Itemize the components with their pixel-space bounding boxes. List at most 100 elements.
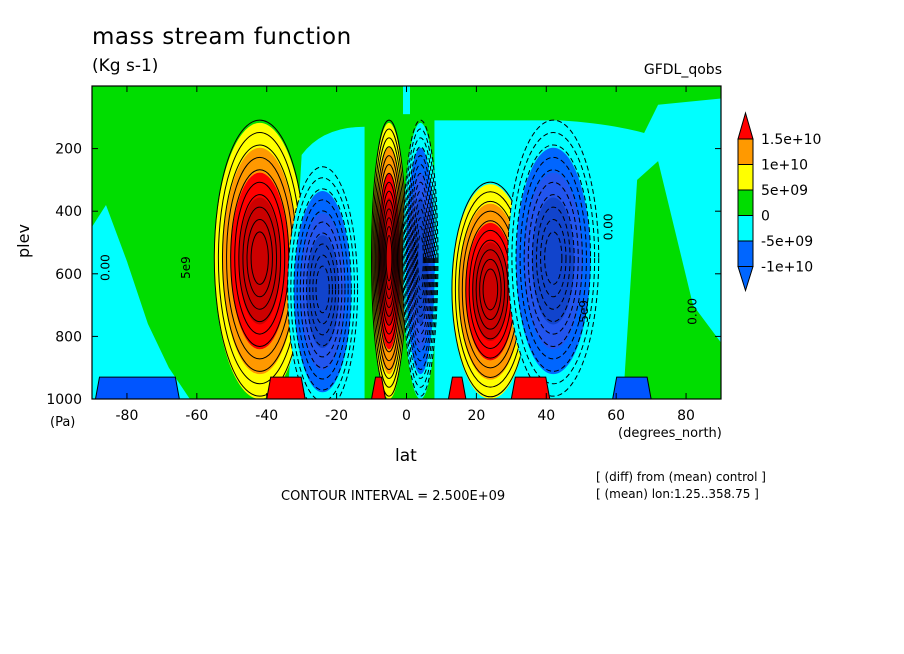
weak-negative-region xyxy=(403,86,410,115)
y-axis-unit: (Pa) xyxy=(50,415,76,430)
contour-line xyxy=(507,119,600,397)
contour-line xyxy=(404,137,437,379)
axes: -80 -60 -40 -20 0 20 40 60 80 200 400 600 800 1000 xyxy=(46,86,721,424)
contour-line xyxy=(412,199,429,317)
contour-line xyxy=(238,194,282,323)
x-tick-label: -80 xyxy=(116,408,139,424)
contour-label: 0.00 xyxy=(686,298,700,325)
contour-line xyxy=(315,265,330,314)
contour-line xyxy=(405,146,436,371)
contour-line xyxy=(482,268,499,311)
x-tick-label: 0 xyxy=(402,408,411,424)
contour-line xyxy=(385,234,393,282)
contour-line xyxy=(475,249,506,330)
contour-line xyxy=(540,219,567,298)
x-tick-label: 60 xyxy=(607,408,625,424)
contour-line xyxy=(306,232,340,347)
cell-fill-level xyxy=(532,197,575,325)
contour-line xyxy=(535,206,571,310)
contour-line xyxy=(296,199,349,380)
contour-line xyxy=(382,208,396,308)
contour-line xyxy=(519,156,587,360)
contour-line xyxy=(378,181,400,335)
x-tick-label: -20 xyxy=(325,408,348,424)
colorbar-level-label: 1e+10 xyxy=(761,158,808,174)
colorbar-swatch xyxy=(737,164,754,191)
x-tick-label: 20 xyxy=(467,408,485,424)
x-tick-label: -60 xyxy=(185,408,208,424)
contour-line xyxy=(381,199,397,317)
surface-block xyxy=(94,376,180,399)
contour-line xyxy=(403,128,438,388)
surface-block xyxy=(266,376,306,399)
colorbar-level-label: 1.5e+10 xyxy=(761,132,821,148)
x-axis-unit: (degrees_north) xyxy=(618,426,722,441)
x-tick-label: 80 xyxy=(677,408,695,424)
contour-line xyxy=(376,163,402,353)
chart-units: (Kg s-1) xyxy=(92,56,159,76)
x-axis-label: lat xyxy=(395,446,417,466)
contour-line xyxy=(511,132,596,385)
contour-line xyxy=(309,243,337,336)
circulation-cell-negative xyxy=(402,119,439,399)
colorbar-level-label: 0 xyxy=(761,209,770,225)
cell-fill-level xyxy=(306,235,339,349)
contour-line xyxy=(287,166,359,399)
y-axis-label: plev xyxy=(14,224,33,258)
colorbar-swatch xyxy=(737,215,754,242)
y-tick-label: 400 xyxy=(55,204,82,220)
contour-line xyxy=(410,181,431,335)
weak-negative-region xyxy=(92,204,190,399)
contour-line xyxy=(299,210,346,369)
contour-line xyxy=(406,155,434,362)
contour-line xyxy=(312,254,333,325)
contour-line xyxy=(417,234,424,282)
surface-block xyxy=(510,376,551,399)
colorbar-level-label: 5e+09 xyxy=(761,183,808,199)
cell-fill-level xyxy=(238,197,281,325)
y-tick-label: 1000 xyxy=(46,392,82,408)
contour-line xyxy=(531,194,575,323)
mean-note: [ (mean) lon:1.25..358.75 ] xyxy=(596,487,759,501)
contour-line xyxy=(234,181,286,335)
contour-line xyxy=(544,231,563,285)
colorbar-swatch xyxy=(737,138,754,165)
circulation-cell-negative xyxy=(287,166,359,399)
contour-line xyxy=(472,239,509,340)
colorbar-swatch xyxy=(737,189,754,216)
contour-line xyxy=(302,221,343,358)
contour-line xyxy=(293,188,352,391)
contour-line xyxy=(415,226,425,291)
circulation-cell-negative xyxy=(507,119,600,399)
colorbar-level-label: -5e+09 xyxy=(761,234,813,250)
contour-line xyxy=(515,144,592,372)
colorbar-level-label: -1e+10 xyxy=(761,260,813,276)
contour-line xyxy=(413,208,428,308)
contour-line xyxy=(527,181,579,335)
contour-labels: 0.00 5e9 0.00 0.00 5e9 xyxy=(98,213,699,324)
contour-field xyxy=(92,86,721,399)
contour-line xyxy=(409,172,432,344)
contour-line xyxy=(377,172,401,344)
contour-line xyxy=(479,258,502,321)
contour-line xyxy=(242,206,278,310)
contour-line xyxy=(290,177,355,399)
contour-line xyxy=(414,217,427,300)
colorbar-swatch xyxy=(737,240,754,267)
contour-label: 0.00 xyxy=(98,254,112,281)
contour-line xyxy=(250,231,269,285)
cell-fill-level xyxy=(472,242,509,342)
chart-title: mass stream function xyxy=(92,24,352,50)
diff-note: [ (diff) from (mean) control ] xyxy=(596,470,766,484)
colorbar-legend: 1.5e+10 1e+10 5e+09 0 -5e+09 -1e+10 xyxy=(737,111,821,293)
y-tick-label: 800 xyxy=(55,329,82,345)
surface-block xyxy=(371,376,387,399)
surface-block xyxy=(447,376,467,399)
x-tick-label: 40 xyxy=(537,408,555,424)
colorbar-top-arrow xyxy=(737,111,754,140)
x-tick-label: -40 xyxy=(255,408,278,424)
contour-line xyxy=(380,190,399,326)
contour-interval: CONTOUR INTERVAL = 2.500E+09 xyxy=(281,489,506,504)
model-name: GFDL_qobs xyxy=(643,62,722,78)
